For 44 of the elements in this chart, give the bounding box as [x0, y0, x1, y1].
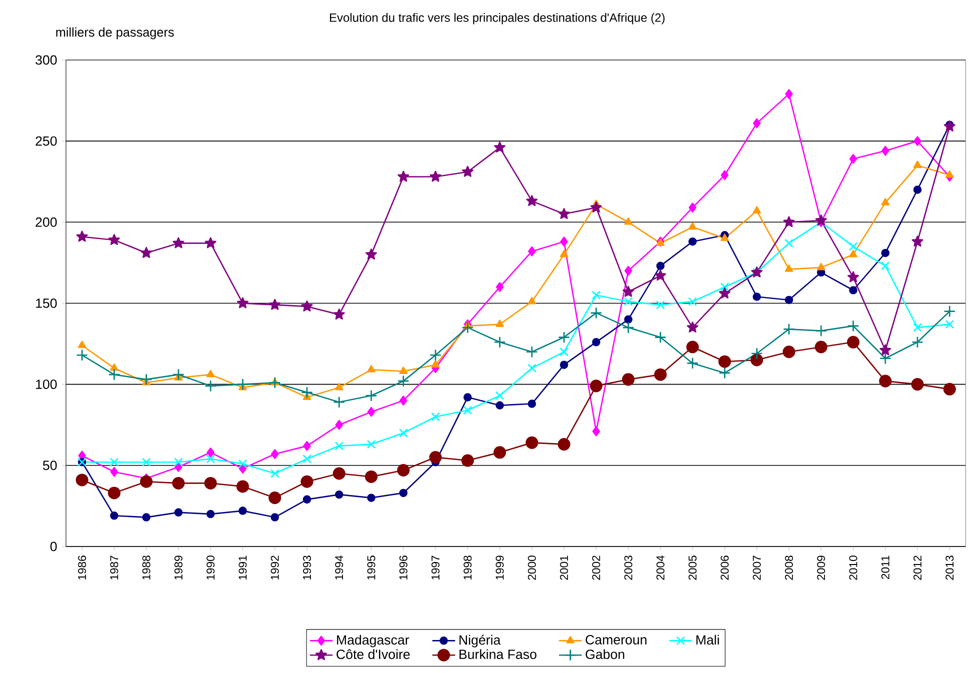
- x-tick-label: 2005: [688, 556, 697, 580]
- x-tick-label: 2006: [720, 556, 729, 580]
- x-tick-label: 2007: [752, 556, 761, 580]
- x-tick-label: 2009: [817, 556, 826, 580]
- legend-label: Mali: [696, 634, 719, 645]
- x-tick-label: 2000: [528, 556, 536, 580]
- legend-label: Côte d'Ivoire: [336, 649, 410, 660]
- y-tick-label: 150: [36, 298, 57, 308]
- y-tick-label: 200: [36, 217, 57, 227]
- x-tick-label: 1992: [270, 556, 279, 580]
- y-tick-label: 300: [36, 55, 57, 65]
- legend-label: Cameroun: [586, 634, 646, 644]
- x-tick-label: 2001: [560, 556, 568, 580]
- legend-label: Burkina Faso: [460, 649, 536, 660]
- y-axis-title: milliers de passagers: [56, 27, 174, 40]
- y-tick-label: 250: [36, 136, 57, 146]
- x-tick-label: 1988: [142, 556, 150, 580]
- x-tick-label: 1996: [399, 556, 408, 580]
- legend-label: Nigéria: [460, 634, 501, 648]
- legend-label: Gabon: [586, 649, 624, 660]
- x-tick-label: 1989: [174, 556, 182, 580]
- x-tick-label: 1997: [432, 556, 440, 580]
- y-tick-label: 0: [50, 542, 57, 552]
- y-tick-label: 50: [42, 460, 57, 470]
- x-tick-label: 1995: [367, 556, 376, 580]
- x-tick-label: 1998: [464, 556, 472, 580]
- legend-label: Madagascar: [337, 634, 410, 648]
- x-tick-label: 2012: [913, 556, 922, 580]
- x-tick-label: 2010: [849, 556, 858, 580]
- chart-title: Evolution du trafic vers les principales destinations d'Afrique (2): [330, 13, 665, 24]
- x-tick-label: 1994: [335, 555, 344, 580]
- x-tick-label: 2008: [784, 556, 793, 580]
- x-tick-label: 1990: [206, 556, 215, 580]
- x-tick-label: 1999: [496, 556, 504, 580]
- x-tick-label: 1993: [302, 556, 311, 580]
- x-tick-label: 1986: [78, 556, 86, 580]
- x-tick-label: 1987: [110, 556, 118, 580]
- x-tick-label: 1991: [238, 556, 247, 580]
- y-tick-label: 100: [36, 380, 57, 389]
- x-tick-label: 2011: [881, 556, 890, 579]
- x-tick-label: 2013: [946, 556, 954, 580]
- x-tick-label: 2004: [656, 555, 664, 580]
- x-tick-label: 2002: [592, 556, 600, 580]
- x-tick-label: 2003: [624, 556, 632, 580]
